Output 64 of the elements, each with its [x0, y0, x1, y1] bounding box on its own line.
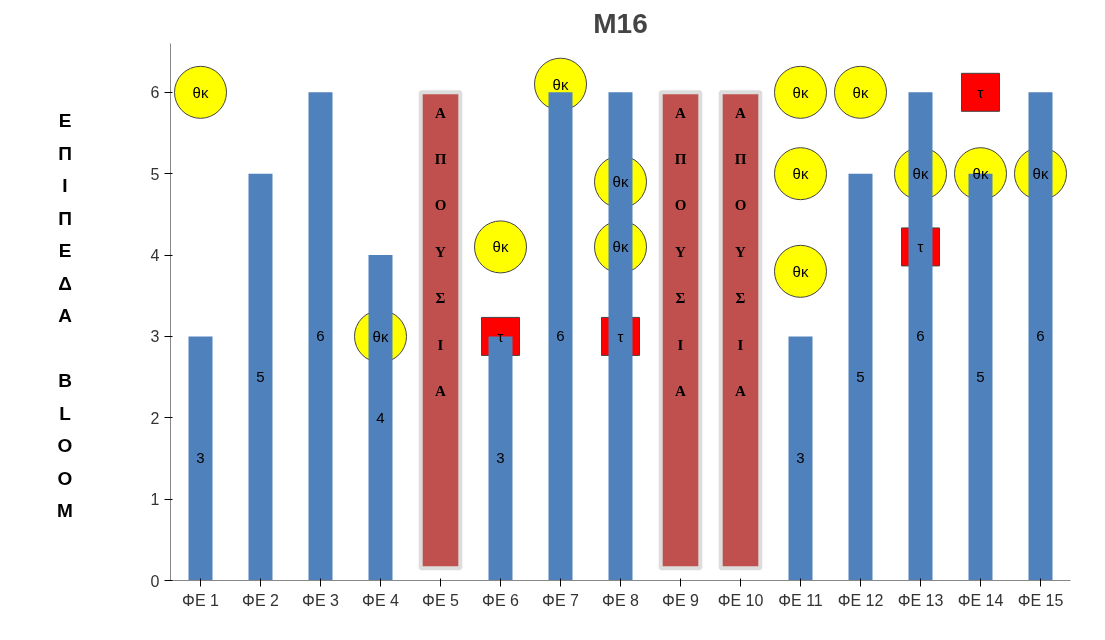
text: τ [977, 83, 984, 101]
data-label: 6 [556, 327, 565, 345]
data-label: 6 [1036, 327, 1045, 345]
bar [548, 92, 573, 581]
y-tick-label: 2 [150, 409, 160, 427]
text: θκ [912, 165, 929, 183]
y-tick-label: 4 [150, 247, 160, 265]
text: τ [917, 238, 924, 256]
text: ΑΠΟΥΣΙΑ [674, 104, 687, 399]
text: θκ [552, 75, 569, 93]
x-tick-label: ΦΕ 15 [1017, 591, 1064, 609]
text: θκ [792, 83, 809, 101]
y-tick-label: 0 [150, 572, 160, 590]
text: τ [617, 327, 624, 345]
bar [248, 173, 273, 581]
x-tick-label: ΦΕ 9 [662, 591, 699, 609]
data-label: 3 [496, 449, 505, 467]
data-label: 5 [256, 368, 265, 386]
x-tick-label: ΦΕ 4 [362, 591, 399, 609]
text: θκ [612, 173, 629, 191]
series-label: θκ [1032, 165, 1049, 183]
x-tick-label: ΦΕ 11 [778, 591, 823, 609]
x-tick-label: ΦΕ 14 [957, 591, 1004, 609]
data-label: 6 [316, 327, 325, 345]
x-tick-label: ΦΕ 6 [482, 591, 519, 609]
y-tick-label: 6 [150, 84, 160, 102]
bar [308, 92, 333, 581]
data-label: 3 [796, 449, 805, 467]
text: θκ [852, 83, 869, 101]
data-label: 3 [196, 449, 205, 467]
text: θκ [192, 83, 209, 101]
x-tick-label: ΦΕ 10 [717, 591, 764, 609]
data-label: 5 [976, 368, 985, 386]
x-tick-label: ΦΕ 3 [302, 591, 339, 609]
bar [488, 336, 513, 581]
text: θκ [612, 238, 629, 256]
text: ΕΠΙΠΕΔΑ BLOOM [57, 110, 73, 521]
y-tick-label: 1 [150, 491, 160, 509]
bar [848, 173, 873, 581]
bar [188, 336, 213, 581]
bar [608, 92, 633, 581]
x-tick-label: ΦΕ 12 [837, 591, 884, 609]
bar [368, 255, 393, 581]
text: θκ [792, 262, 809, 280]
data-label: 4 [376, 408, 385, 426]
x-tick-label: ΦΕ 2 [242, 591, 279, 609]
data-label: 6 [916, 327, 925, 345]
x-tick-label: ΦΕ 7 [542, 591, 579, 609]
bar [1028, 92, 1053, 581]
y-tick-label: 5 [150, 165, 160, 183]
chart-title: M16 [593, 7, 648, 39]
text: ΑΠΟΥΣΙΑ [434, 104, 447, 399]
x-tick-label: ΦΕ 8 [602, 591, 639, 609]
text: θκ [372, 327, 389, 345]
bar [788, 336, 813, 581]
x-tick-label: ΦΕ 5 [422, 591, 459, 609]
x-tick-label: ΦΕ 13 [897, 591, 944, 609]
x-tick-label: ΦΕ 1 [182, 591, 219, 609]
y-tick-label: 3 [150, 328, 160, 346]
text: θκ [792, 165, 809, 183]
bar [908, 92, 933, 581]
text: ΑΠΟΥΣΙΑ [734, 104, 747, 399]
data-label: 5 [856, 368, 865, 386]
text: θκ [492, 238, 509, 256]
